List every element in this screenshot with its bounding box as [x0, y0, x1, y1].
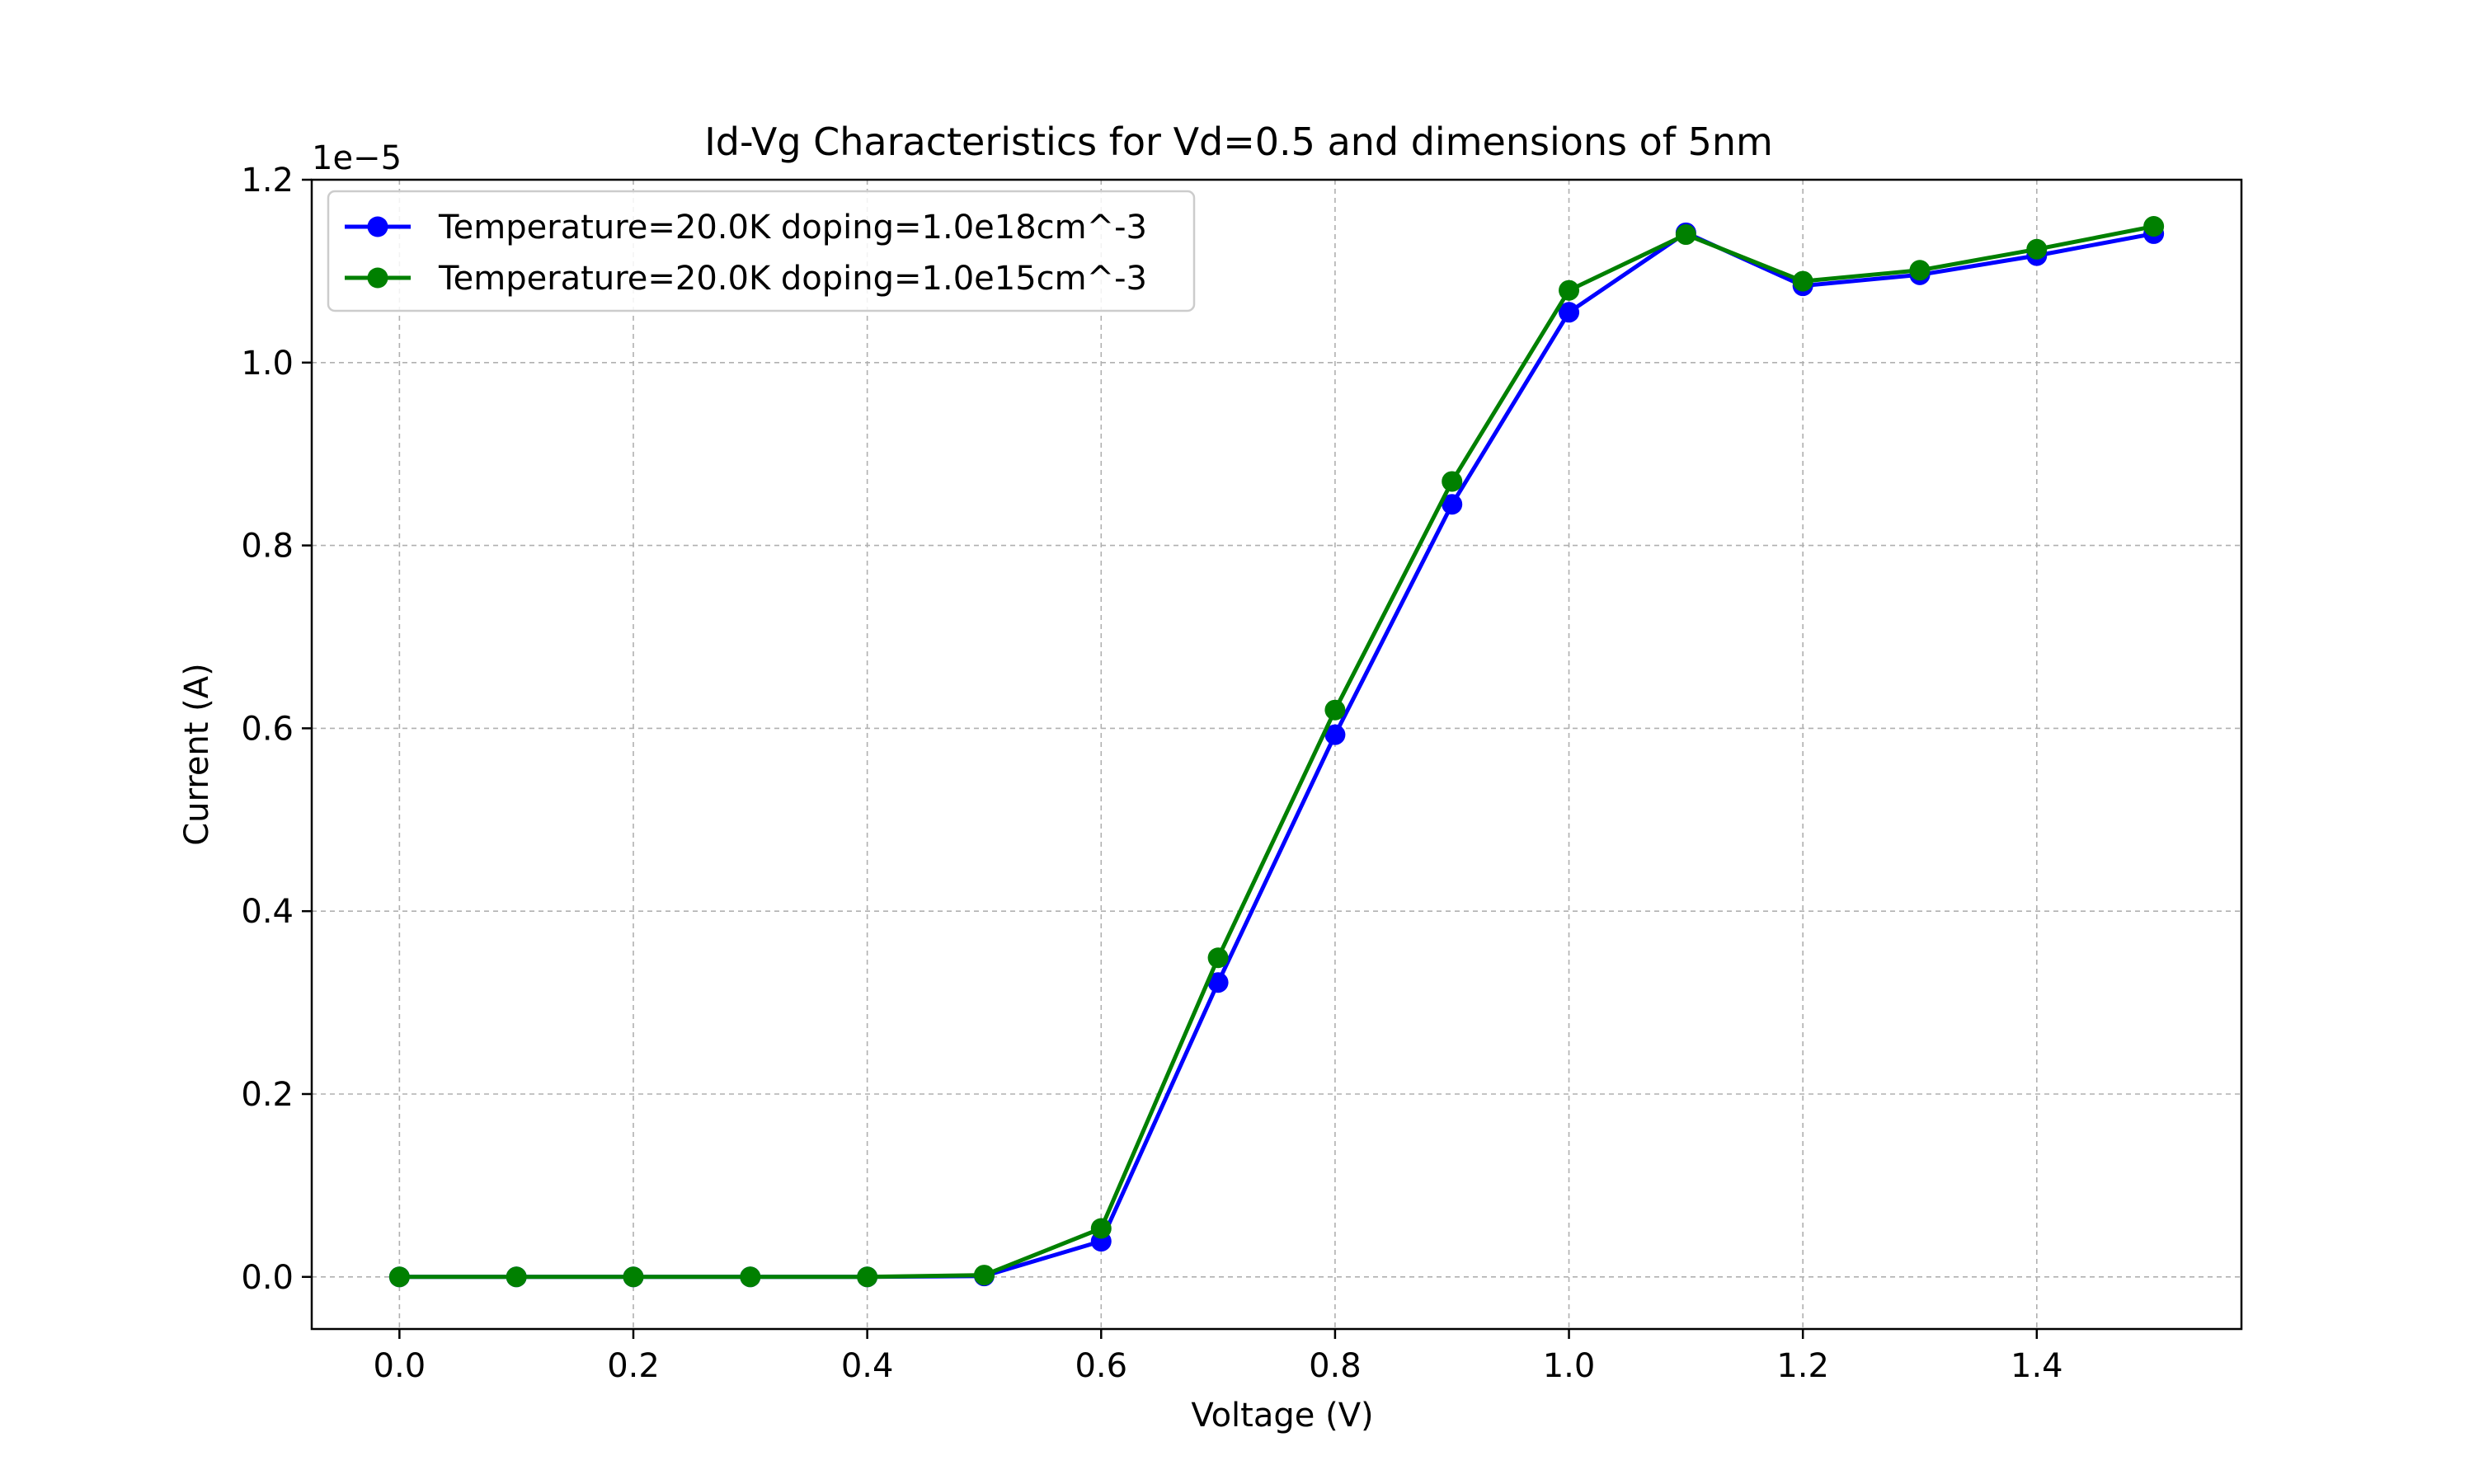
- series-2-point: [388, 1266, 410, 1288]
- legend: Temperature=20.0K doping=1.0e18cm^-3 Temp…: [327, 190, 1196, 312]
- series-2-point: [2026, 238, 2048, 260]
- series-2-point: [1207, 947, 1229, 969]
- series-1-point: [1207, 972, 1229, 993]
- series-2-point: [740, 1266, 761, 1288]
- legend-box: [327, 190, 1196, 312]
- x-axis-label: Voltage (V): [1191, 1397, 1373, 1435]
- series-1-point: [1442, 494, 1463, 515]
- y-tick-label: 1.2: [241, 162, 294, 200]
- grid-lines: [312, 179, 2241, 1329]
- series-2-point: [506, 1266, 527, 1288]
- y-axis-label: Current (A): [178, 663, 216, 846]
- plot-area-frame: [310, 178, 2243, 1331]
- series-2-line: [399, 224, 2155, 1280]
- legend-label: Temperature=20.0K doping=1.0e15cm^-3: [438, 260, 1147, 298]
- y-tick-label: 0.2: [241, 1076, 294, 1114]
- y-tick-label: 0.0: [241, 1259, 294, 1297]
- series-2-point: [857, 1266, 878, 1288]
- y-tick-label: 0.4: [241, 893, 294, 931]
- chart-title: Id-Vg Characteristics for Vd=0.5 and dim…: [704, 120, 1773, 164]
- legend-entry-2: Temperature=20.0K doping=1.0e15cm^-3: [345, 260, 1147, 298]
- series-2-point: [1792, 270, 1813, 292]
- series-2-point: [1675, 224, 1696, 246]
- series-2-point: [973, 1265, 995, 1286]
- y-tick-label: 0.8: [241, 528, 294, 566]
- x-tick-label: 0.4: [841, 1347, 894, 1385]
- series-1-point: [1324, 724, 1346, 745]
- series-layer: [388, 216, 2165, 1288]
- series-1-point: [1559, 302, 1580, 323]
- series-2: [388, 216, 2165, 1288]
- legend-entry-1: Temperature=20.0K doping=1.0e18cm^-3: [345, 209, 1147, 247]
- series-2-point: [1442, 471, 1463, 492]
- x-tick-label: 1.2: [1776, 1347, 1829, 1385]
- x-tick-label: 0.6: [1075, 1347, 1127, 1385]
- legend-marker-swatch: [367, 216, 388, 237]
- series-2-point: [1090, 1218, 1112, 1239]
- series-2-point: [1909, 260, 1931, 281]
- x-tick-label: 0.2: [607, 1347, 660, 1385]
- x-tick-label: 1.4: [2011, 1347, 2063, 1385]
- x-tick-label: 1.0: [1543, 1347, 1596, 1385]
- axis-ticks: 0.0 0.2 0.4 0.6 0.8 1.0 1.2 1.4 0.0 0.2 0.4 0.6 0.8 1…: [241, 162, 2062, 1385]
- series-2-point: [623, 1266, 644, 1288]
- legend-marker-swatch: [367, 267, 388, 289]
- series-2-point: [2143, 216, 2165, 237]
- x-tick-label: 0.8: [1309, 1347, 1362, 1385]
- y-tick-label: 0.6: [241, 710, 294, 748]
- y-axis-offset-label: 1e−5: [312, 139, 402, 177]
- series-2-point: [1559, 279, 1580, 301]
- legend-label: Temperature=20.0K doping=1.0e18cm^-3: [438, 209, 1147, 247]
- series-2-point: [1324, 699, 1346, 721]
- y-tick-label: 1.0: [241, 345, 294, 383]
- x-tick-label: 0.0: [374, 1347, 426, 1385]
